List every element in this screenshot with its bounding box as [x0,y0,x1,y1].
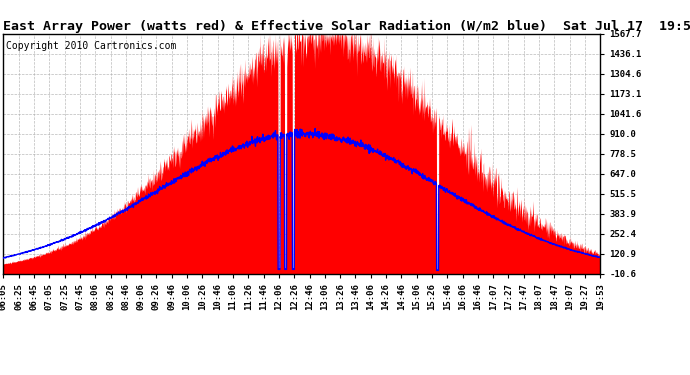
Text: East Array Power (watts red) & Effective Solar Radiation (W/m2 blue)  Sat Jul 17: East Array Power (watts red) & Effective… [3,20,690,33]
Text: Copyright 2010 Cartronics.com: Copyright 2010 Cartronics.com [6,41,177,51]
